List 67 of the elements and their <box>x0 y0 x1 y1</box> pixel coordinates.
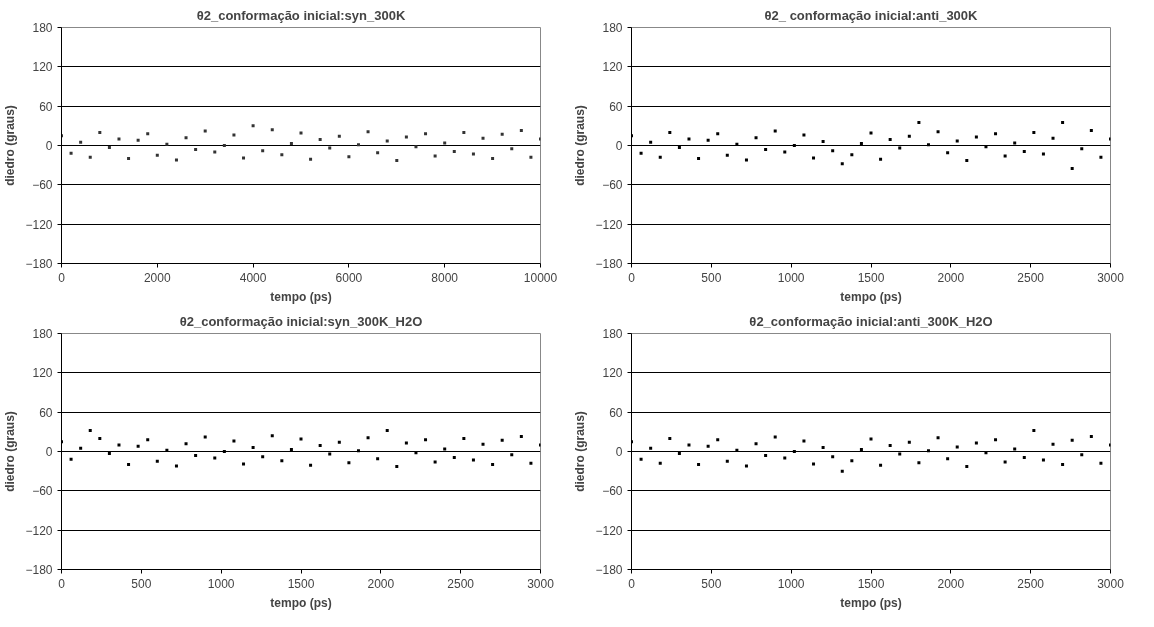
x-tick-label: 6000 <box>335 270 363 285</box>
y-tick-label: −180 <box>25 257 53 271</box>
x-tick-label: 2000 <box>143 270 171 285</box>
x-tick-label: 500 <box>701 576 722 591</box>
chart-title: θ2_conformação inicial:syn_300K <box>196 7 406 23</box>
y-tick-label: 60 <box>39 99 53 114</box>
y-axis-title: diedro (graus) <box>3 105 18 186</box>
y-tick-label: −120 <box>595 217 623 232</box>
y-tick-label: 180 <box>602 327 623 341</box>
y-tick-label: −60 <box>602 178 623 193</box>
x-tick-label: 1000 <box>777 270 805 285</box>
y-tick-label: 180 <box>32 327 53 341</box>
x-tick-label: 1500 <box>857 270 885 285</box>
x-tick-label: 0 <box>628 576 636 591</box>
y-tick-label: −180 <box>25 563 53 577</box>
y-tick-label: 0 <box>45 445 53 459</box>
y-tick-label: 0 <box>615 139 623 153</box>
y-tick-label: 0 <box>615 445 623 459</box>
y-tick-label: −60 <box>32 178 53 193</box>
y-tick-label: 120 <box>32 60 53 75</box>
chart-title: θ2_ conformação inicial:anti_300K <box>764 7 979 23</box>
x-tick-label: 2000 <box>367 576 395 591</box>
x-tick-label: 2000 <box>937 576 965 591</box>
x-tick-label: 1000 <box>207 576 235 591</box>
chart-title: θ2_conformação inicial:anti_300K_H2O <box>749 313 993 329</box>
x-tick-label: 2000 <box>937 270 965 285</box>
y-tick-label: −60 <box>32 484 53 499</box>
x-tick-label: 0 <box>58 270 66 285</box>
y-axis-title: diedro (graus) <box>573 411 588 492</box>
y-tick-label: −60 <box>602 484 623 499</box>
x-tick-label: 2500 <box>1017 576 1045 591</box>
x-axis-title: tempo (ps) <box>840 289 902 304</box>
x-tick-label: 1500 <box>857 576 885 591</box>
x-tick-label: 500 <box>701 270 722 285</box>
x-tick-label: 3000 <box>527 576 555 591</box>
x-axis-title: tempo (ps) <box>270 289 332 304</box>
x-tick-label: 2500 <box>447 576 475 591</box>
y-tick-label: 60 <box>39 405 53 420</box>
y-tick-label: 0 <box>45 139 53 153</box>
y-tick-label: −180 <box>595 257 623 271</box>
x-tick-label: 1500 <box>287 576 315 591</box>
chart-title: θ2_conformação inicial:syn_300K_H2O <box>179 313 423 329</box>
x-tick-label: 8000 <box>431 270 459 285</box>
x-tick-label: 2500 <box>1017 270 1045 285</box>
y-tick-label: −120 <box>595 523 623 538</box>
y-tick-label: 120 <box>602 366 623 381</box>
x-tick-label: 10000 <box>523 270 558 285</box>
x-tick-label: 500 <box>131 576 152 591</box>
y-tick-label: −180 <box>595 563 623 577</box>
y-tick-label: 180 <box>602 21 623 35</box>
y-tick-label: 120 <box>602 60 623 75</box>
x-axis-title: tempo (ps) <box>270 595 332 610</box>
y-tick-label: 60 <box>609 405 623 420</box>
y-axis-title: diedro (graus) <box>573 105 588 186</box>
y-tick-label: 60 <box>609 99 623 114</box>
y-tick-label: 180 <box>32 21 53 35</box>
x-tick-label: 3000 <box>1097 270 1125 285</box>
y-tick-label: −120 <box>25 217 53 232</box>
x-tick-label: 3000 <box>1097 576 1125 591</box>
x-tick-label: 0 <box>628 270 636 285</box>
x-tick-label: 4000 <box>239 270 267 285</box>
x-tick-label: 0 <box>58 576 66 591</box>
y-tick-label: −120 <box>25 523 53 538</box>
y-axis-title: diedro (graus) <box>3 411 18 492</box>
y-tick-label: 120 <box>32 366 53 381</box>
x-tick-label: 1000 <box>777 576 805 591</box>
x-axis-title: tempo (ps) <box>840 595 902 610</box>
